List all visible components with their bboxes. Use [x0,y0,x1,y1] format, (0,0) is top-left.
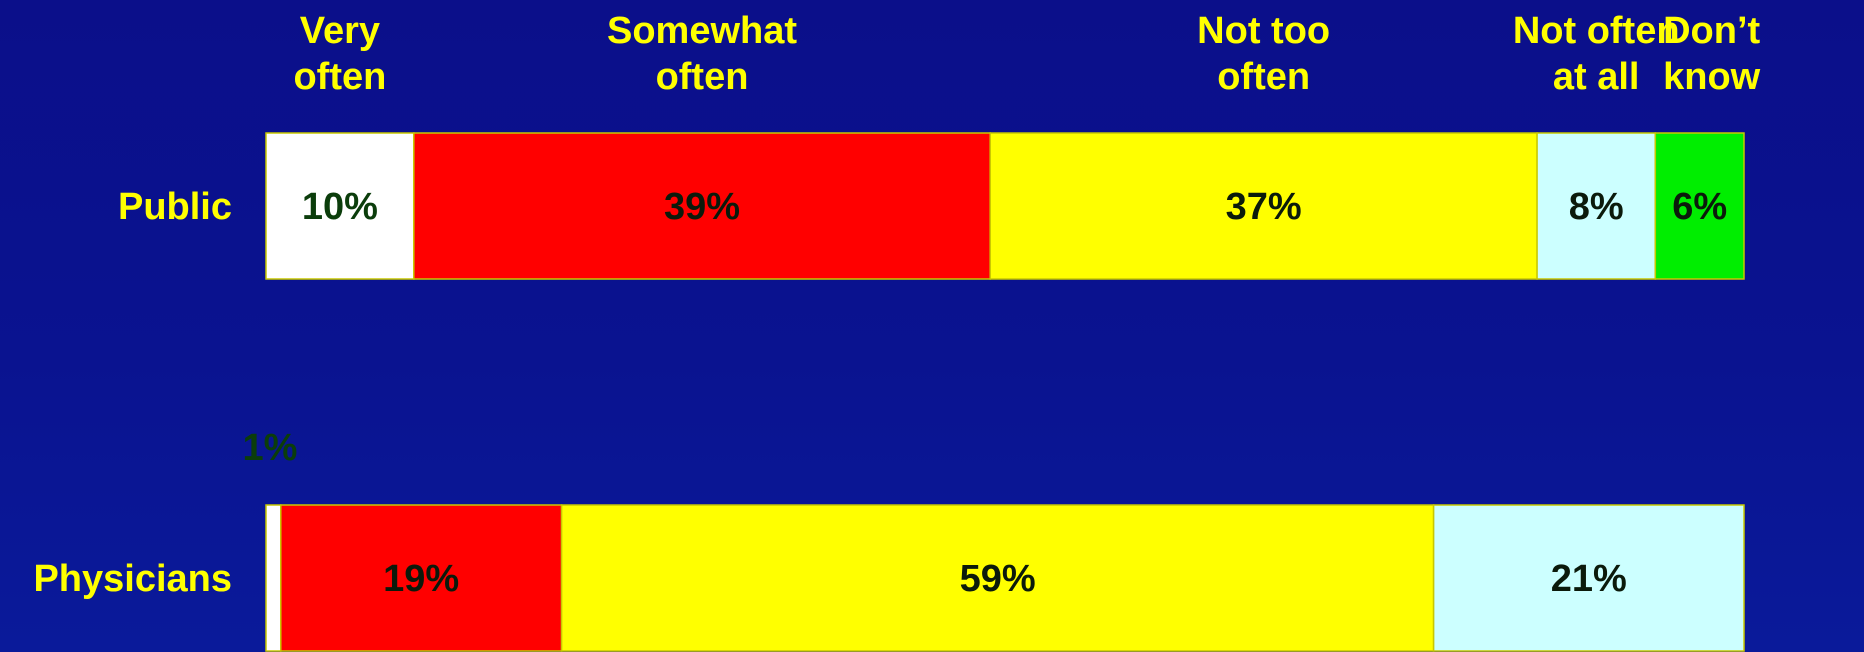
value-label-public-very-often: 10% [302,186,378,228]
bar-physicians-somewhat-often [280,504,563,652]
value-label-physicians-very-often: 1% [243,427,298,469]
legend-not-too-often: Not too often [1197,10,1330,98]
bar-public-don-t-know [1654,132,1745,280]
value-label-public-somewhat-often: 39% [664,186,740,228]
row-labels: Public Physicians [33,186,232,600]
value-label-physicians-not-too-often: 59% [960,558,1036,600]
row-label-public: Public [118,186,232,228]
value-label-public-not-too-often: 37% [1226,186,1302,228]
bars: 10% 39% 37% 8% 6% 19% 59% 21% 1% [243,132,1745,652]
row-label-physicians: Physicians [33,558,232,600]
bar-public-not-too-often [989,132,1538,280]
legend-not-often-at-all: Not often at all [1513,10,1680,98]
legend-somewhat-often: Somewhat often [607,10,797,98]
bar-public-somewhat-often [413,132,991,280]
bar-public-not-often-at-all [1536,132,1657,280]
value-label-public-don-t-know: 6% [1672,186,1727,228]
legend: Very often Somewhat often Not too often Not of… [293,10,1760,98]
bar-public-very-often [265,132,415,280]
bar-physicians-very-often [265,504,282,652]
legend-don-t-know: Don’t know [1663,10,1761,98]
value-label-public-not-often-at-all: 8% [1569,186,1624,228]
bar-physicians-not-often-at-all [1432,504,1745,652]
bar-physicians-not-too-often [560,504,1435,652]
legend-very-often: Very often [293,10,386,98]
value-label-physicians-not-often-at-all: 21% [1551,558,1627,600]
value-label-physicians-somewhat-often: 19% [383,558,459,600]
